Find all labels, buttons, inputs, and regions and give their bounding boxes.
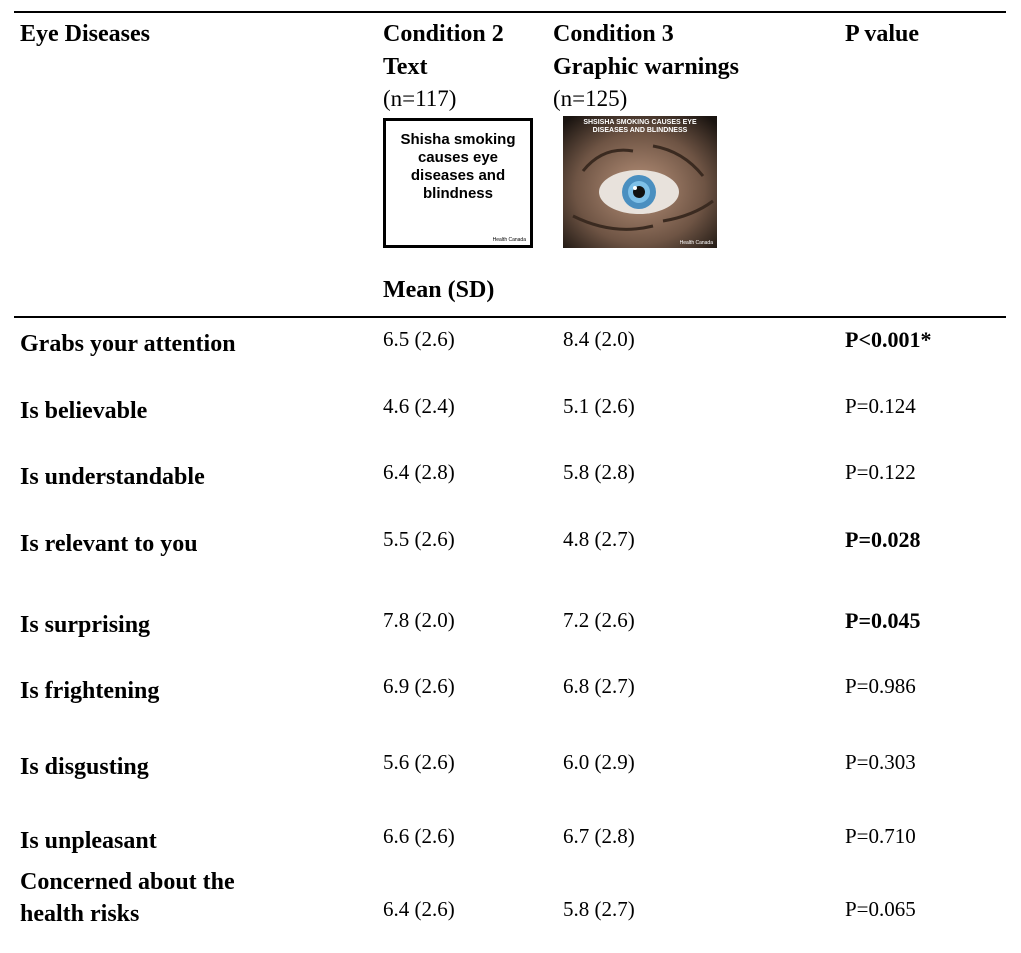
subheader: Mean (SD) (383, 277, 495, 303)
warning-line: blindness (422, 185, 493, 202)
row-label: Is frightening (20, 678, 160, 704)
p-value: P=0.045 (845, 608, 921, 633)
row-label: Concerned about the (20, 869, 235, 895)
cell-value: 6.4 (2.8) (383, 460, 455, 484)
p-value: P=0.122 (845, 460, 916, 484)
sample-size: (n=125) (553, 86, 628, 111)
warning-line: DISEASES AND BLINDNESS (592, 127, 688, 134)
column-header: Graphic warnings (553, 54, 740, 80)
row-label: Is understandable (20, 464, 205, 490)
cell-value: 6.8 (2.7) (563, 674, 635, 698)
eye-illustration (563, 116, 717, 248)
column-header: Condition 2 (383, 21, 504, 47)
sample-size: (n=117) (383, 86, 457, 111)
row-label: Is relevant to you (20, 531, 198, 557)
p-value: P<0.001* (845, 327, 932, 352)
image-credit: Health Canada (679, 240, 713, 246)
cell-value: 5.8 (2.7) (563, 897, 635, 921)
row-label: health risks (20, 901, 140, 927)
cell-value: 6.4 (2.6) (383, 897, 455, 921)
cell-value: 6.9 (2.6) (383, 674, 455, 698)
warning-text: Shisha smoking causes eye diseases and blin… (386, 131, 530, 203)
top-rule (14, 11, 1006, 13)
image-credit: Health Canada (492, 237, 526, 243)
column-header: P value (845, 21, 920, 47)
warning-line: SHSISHA SMOKING CAUSES EYE (583, 119, 697, 126)
row-label: Is believable (20, 398, 148, 424)
cell-value: 6.7 (2.8) (563, 824, 635, 848)
row-label: Grabs your attention (20, 331, 236, 357)
warning-line: diseases and (410, 167, 506, 184)
cell-value: 6.6 (2.6) (383, 824, 455, 848)
p-value: P=0.028 (845, 527, 921, 552)
p-value: P=0.124 (845, 394, 916, 418)
p-value: P=0.986 (845, 674, 916, 698)
p-value: P=0.065 (845, 897, 916, 921)
cell-value: 5.5 (2.6) (383, 527, 455, 551)
text-warning-image: Shisha smoking causes eye diseases and blin… (383, 118, 533, 248)
column-header: Text (383, 54, 428, 80)
cell-value: 6.0 (2.9) (563, 750, 635, 774)
p-value: P=0.303 (845, 750, 916, 774)
row-label: Is surprising (20, 612, 151, 638)
p-value: P=0.710 (845, 824, 916, 848)
cell-value: 5.1 (2.6) (563, 394, 635, 418)
warning-line: Shisha smoking (400, 131, 516, 148)
cell-value: 4.8 (2.7) (563, 527, 635, 551)
cell-value: 7.8 (2.0) (383, 608, 455, 632)
warning-text: SHSISHA SMOKING CAUSES EYE DISEASES AND B… (563, 119, 717, 135)
column-header: Condition 3 (553, 21, 674, 47)
cell-value: 8.4 (2.0) (563, 327, 635, 351)
header-rule (14, 316, 1006, 318)
cell-value: 7.2 (2.6) (563, 608, 635, 632)
cell-value: 5.8 (2.8) (563, 460, 635, 484)
warning-line: causes eye (417, 149, 499, 166)
cell-value: 5.6 (2.6) (383, 750, 455, 774)
cell-value: 4.6 (2.4) (383, 394, 455, 418)
graphic-warning-image: SHSISHA SMOKING CAUSES EYE DISEASES AND B… (563, 116, 717, 248)
cell-value: 6.5 (2.6) (383, 327, 455, 351)
column-header: Eye Diseases (20, 21, 150, 47)
row-label: Is unpleasant (20, 828, 157, 854)
row-label: Is disgusting (20, 754, 149, 780)
